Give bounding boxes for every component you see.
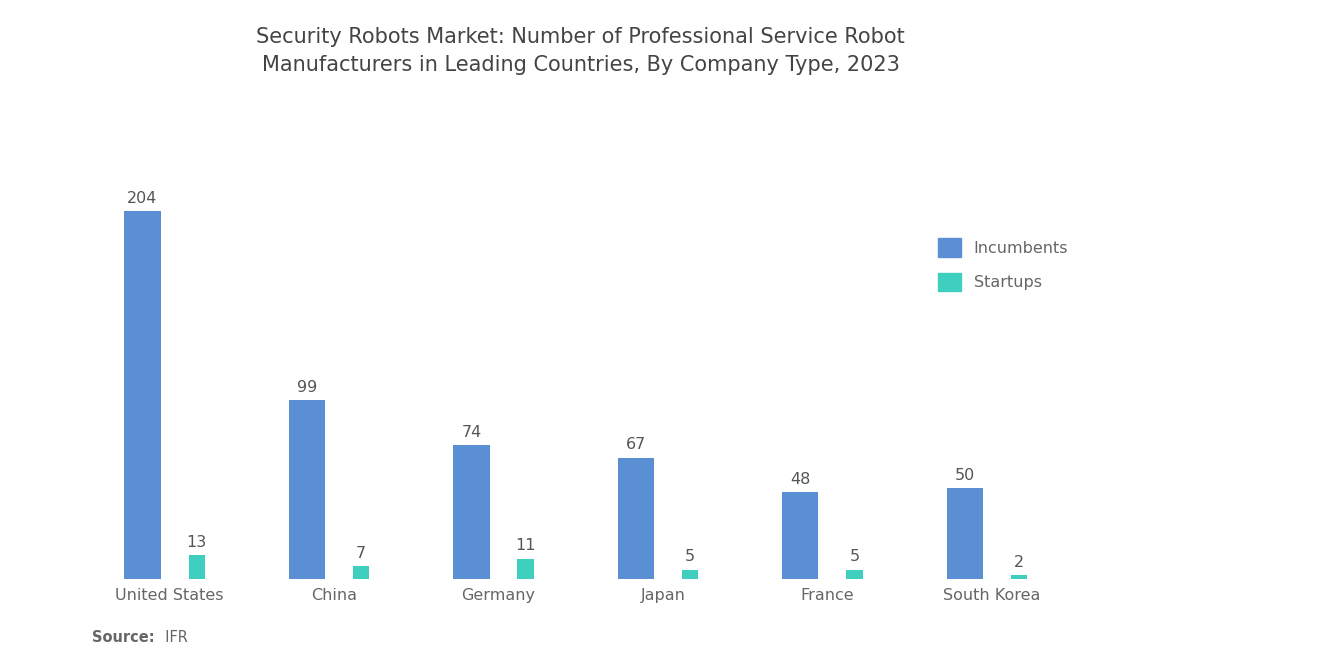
- Text: 48: 48: [791, 471, 810, 487]
- Legend: Incumbents, Startups: Incumbents, Startups: [932, 232, 1074, 298]
- Bar: [124, 211, 161, 579]
- Text: 67: 67: [626, 438, 645, 452]
- Text: 50: 50: [954, 468, 975, 483]
- Text: Security Robots Market: Number of Professional Service Robot
Manufacturers in Le: Security Robots Market: Number of Profes…: [256, 27, 906, 74]
- Text: 204: 204: [127, 191, 157, 205]
- Bar: [289, 400, 325, 579]
- Bar: [946, 489, 983, 579]
- Text: Source:: Source:: [92, 630, 154, 645]
- Text: IFR: IFR: [156, 630, 187, 645]
- Bar: [783, 492, 818, 579]
- Bar: [682, 569, 698, 579]
- Text: 5: 5: [685, 549, 696, 564]
- Bar: [352, 566, 370, 579]
- Bar: [1011, 575, 1027, 579]
- Text: 5: 5: [850, 549, 859, 564]
- Bar: [517, 559, 533, 579]
- Text: 11: 11: [515, 539, 536, 553]
- Text: 74: 74: [461, 425, 482, 440]
- Bar: [618, 458, 653, 579]
- Text: 7: 7: [356, 545, 367, 561]
- Bar: [453, 446, 490, 579]
- Text: 13: 13: [186, 535, 207, 550]
- Text: 99: 99: [297, 380, 317, 395]
- Bar: [846, 569, 863, 579]
- Bar: [189, 555, 205, 579]
- Text: 2: 2: [1014, 555, 1024, 569]
